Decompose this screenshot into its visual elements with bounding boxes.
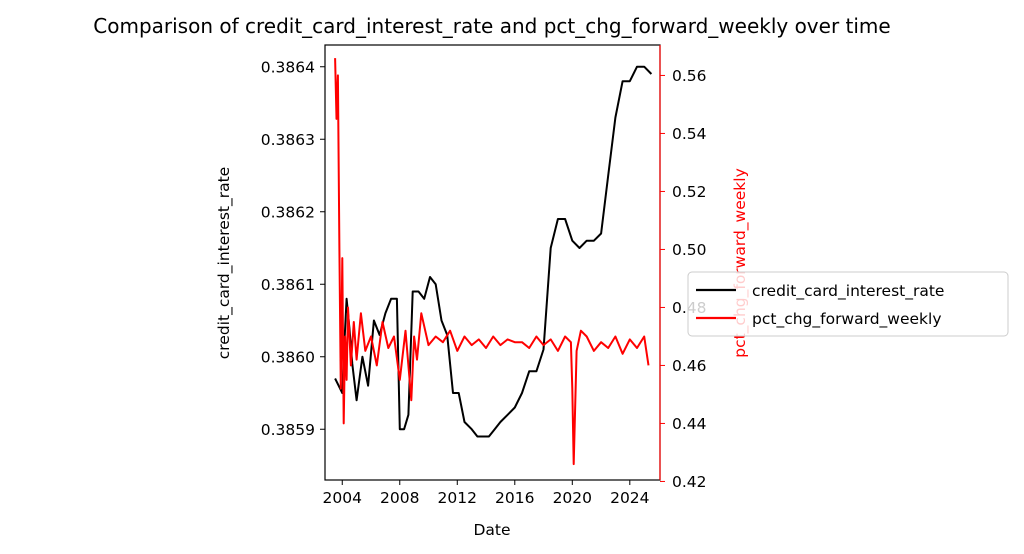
x-tick-label: 2008 bbox=[380, 489, 419, 507]
right-y-tick-label: 0.54 bbox=[672, 125, 707, 143]
legend-label-pct-chg-forward-weekly: pct_chg_forward_weekly bbox=[752, 310, 942, 329]
x-tick-label: 2012 bbox=[438, 489, 477, 507]
left-y-tick-label: 0.3863 bbox=[261, 131, 315, 149]
x-tick-label: 2016 bbox=[495, 489, 534, 507]
left-axis-ticks: 0.3859 0.3860 0.3861 0.3862 0.3863 0.3864 bbox=[261, 58, 325, 439]
x-tick-label: 2020 bbox=[553, 489, 592, 507]
right-y-tick-label: 0.56 bbox=[672, 67, 707, 85]
x-axis-label: Date bbox=[473, 521, 510, 539]
series-layer bbox=[334, 58, 653, 466]
legend-label-credit-card-interest-rate: credit_card_interest_rate bbox=[752, 282, 944, 301]
series-line-pct-chg-forward-weekly bbox=[334, 58, 650, 466]
x-tick-label: 2024 bbox=[610, 489, 649, 507]
right-y-tick-label: 0.42 bbox=[672, 473, 707, 491]
x-axis-ticks: 2004 2008 2012 2016 2020 2024 bbox=[323, 480, 650, 507]
left-y-tick-label: 0.3861 bbox=[261, 276, 315, 294]
right-y-tick-label: 0.50 bbox=[672, 241, 707, 259]
left-y-tick-label: 0.3859 bbox=[261, 421, 315, 439]
left-axis-label: credit_card_interest_rate bbox=[215, 167, 234, 359]
x-tick-label: 2004 bbox=[323, 489, 362, 507]
left-y-tick-label: 0.3864 bbox=[261, 58, 315, 76]
right-y-tick-label: 0.52 bbox=[672, 183, 707, 201]
series-line-credit-card-interest-rate bbox=[334, 65, 653, 438]
left-y-tick-label: 0.3860 bbox=[261, 348, 315, 366]
plot-frame bbox=[324, 44, 661, 481]
legend-box bbox=[687, 271, 1009, 337]
right-y-tick-label: 0.44 bbox=[672, 415, 707, 433]
left-y-tick-label: 0.3862 bbox=[261, 203, 315, 221]
chart-title: Comparison of credit_card_interest_rate … bbox=[93, 14, 890, 38]
right-y-tick-label: 0.46 bbox=[672, 357, 707, 375]
legend: credit_card_interest_rate pct_chg_forwar… bbox=[687, 271, 1009, 337]
